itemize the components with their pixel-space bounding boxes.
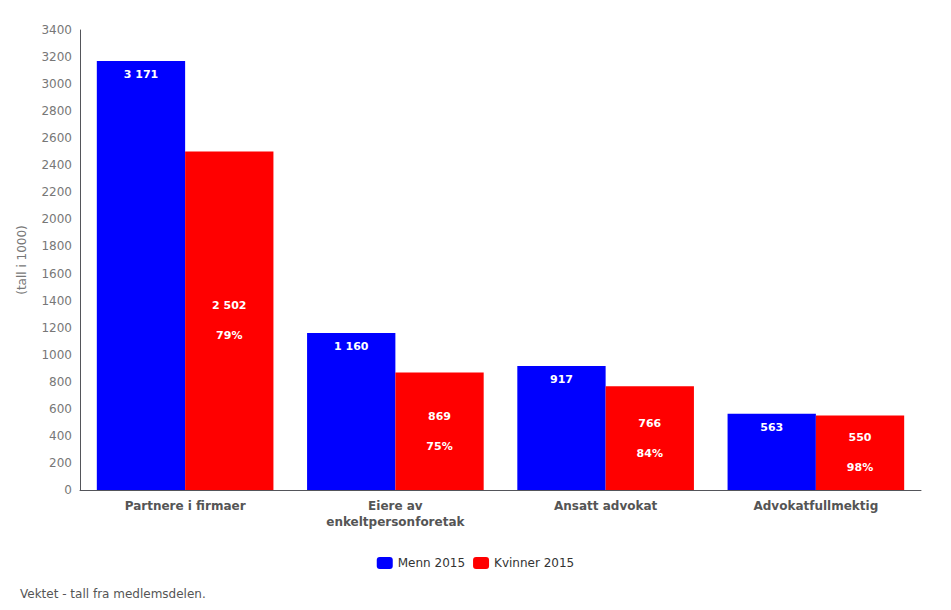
svg-text:Eiere av: Eiere av: [368, 499, 423, 513]
svg-text:1 160: 1 160: [334, 340, 369, 353]
svg-text:1200: 1200: [41, 321, 72, 335]
svg-text:(tall i 1000): (tall i 1000): [15, 225, 29, 295]
svg-text:1600: 1600: [41, 267, 72, 281]
svg-text:600: 600: [49, 402, 72, 416]
svg-text:Advokatfullmektig: Advokatfullmektig: [753, 499, 878, 513]
svg-text:1000: 1000: [41, 348, 72, 362]
svg-text:Ansatt advokat: Ansatt advokat: [554, 499, 658, 513]
svg-text:2 502: 2 502: [212, 299, 246, 312]
svg-text:400: 400: [49, 429, 72, 443]
svg-text:Vektet - tall fra medlemsdelen: Vektet - tall fra medlemsdelen.: [20, 587, 206, 601]
svg-text:3 171: 3 171: [124, 68, 158, 81]
svg-text:766: 766: [638, 417, 661, 430]
svg-text:800: 800: [49, 375, 72, 389]
svg-text:869: 869: [428, 410, 451, 423]
svg-text:3000: 3000: [41, 77, 72, 91]
svg-text:917: 917: [550, 373, 573, 386]
svg-text:563: 563: [760, 421, 783, 434]
svg-text:79%: 79%: [216, 329, 242, 342]
svg-text:2600: 2600: [41, 131, 72, 145]
svg-text:2400: 2400: [41, 158, 72, 172]
svg-text:75%: 75%: [426, 440, 452, 453]
svg-text:3400: 3400: [41, 23, 72, 37]
svg-text:enkeltpersonforetak: enkeltpersonforetak: [326, 515, 465, 529]
svg-text:1400: 1400: [41, 294, 72, 308]
svg-text:0: 0: [64, 483, 72, 497]
svg-text:98%: 98%: [847, 461, 873, 474]
svg-text:2800: 2800: [41, 104, 72, 118]
svg-text:Kvinner 2015: Kvinner 2015: [494, 556, 574, 570]
svg-text:2000: 2000: [41, 212, 72, 226]
svg-text:1800: 1800: [41, 239, 72, 253]
svg-text:200: 200: [49, 456, 72, 470]
svg-text:Menn 2015: Menn 2015: [398, 556, 465, 570]
svg-text:550: 550: [849, 431, 872, 444]
svg-text:2200: 2200: [41, 185, 72, 199]
svg-text:84%: 84%: [637, 447, 663, 460]
svg-text:3200: 3200: [41, 50, 72, 64]
svg-text:Partnere i firmaer: Partnere i firmaer: [125, 499, 246, 513]
